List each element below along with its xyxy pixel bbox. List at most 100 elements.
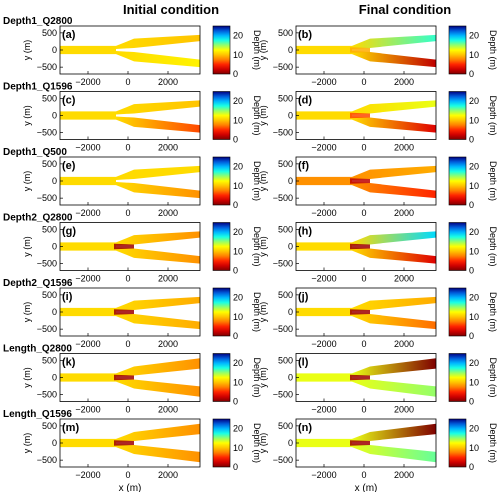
x-tick-label: 0: [125, 274, 130, 284]
x-tick-label: 2000: [394, 143, 414, 153]
colorbar: [212, 25, 231, 75]
row-label: Depth1_Q2800: [3, 16, 73, 27]
colorbar-tick-label: 10: [233, 115, 243, 125]
north-branch: [352, 423, 436, 442]
colorbar-tick-label: 20: [233, 31, 243, 41]
bifurcation-shoal: [350, 309, 370, 315]
x-tick-label: 0: [361, 470, 366, 480]
colorbar-label: Depth (m): [488, 292, 498, 332]
row-label: Depth1_Q500: [3, 147, 67, 158]
x-tick-label: −2000: [311, 339, 336, 349]
y-axis-label: y (m): [22, 236, 32, 257]
y-tick-label: −500: [273, 324, 293, 334]
main-channel: [296, 45, 352, 55]
colorbar: [212, 156, 231, 206]
north-branch: [352, 296, 436, 311]
x-tick-label: 0: [361, 77, 366, 87]
bifurcation-shoal: [350, 440, 370, 446]
south-branch: [116, 182, 200, 199]
colorbar-tick-label: 10: [469, 443, 479, 453]
y-axis-label: y (m): [258, 171, 268, 192]
y-tick-label: 0: [288, 111, 293, 121]
colorbar-tick-label: 20: [469, 31, 479, 41]
x-tick-label: −2000: [75, 274, 100, 284]
colorbar-tick-label: 10: [469, 246, 479, 256]
row-label: Depth2_Q1596: [3, 278, 73, 289]
colorbar-tick-label: 0: [233, 69, 238, 79]
colorbar-tick-label: 20: [233, 293, 243, 303]
colorbar-tick-label: 20: [469, 227, 479, 237]
colorbar: [212, 222, 231, 271]
x-tick-label: −2000: [311, 274, 336, 284]
y-tick-label: −500: [37, 455, 57, 465]
colorbar-label: Depth (m): [252, 357, 262, 397]
panel-letter: (e): [62, 160, 76, 172]
y-axis-label: y (m): [258, 40, 268, 61]
y-tick-label: −500: [273, 390, 293, 400]
y-tick-label: 500: [278, 290, 293, 300]
colorbar-tick-label: 0: [233, 200, 238, 210]
colorbar-tick-label: 10: [469, 377, 479, 387]
x-tick-label: 2000: [158, 405, 178, 415]
y-tick-label: 0: [288, 176, 293, 186]
colorbar: [212, 91, 231, 140]
main-channel: [60, 45, 116, 55]
south-branch: [116, 313, 200, 330]
panel-letter: (b): [298, 29, 312, 41]
y-tick-label: −500: [37, 193, 57, 203]
x-tick-label: 2000: [158, 143, 178, 153]
main-channel: [296, 111, 352, 120]
main-channel: [60, 373, 116, 382]
colorbar-tick-label: 0: [469, 200, 474, 210]
colorbar-tick-label: 0: [469, 135, 474, 145]
y-tick-label: 500: [278, 28, 293, 38]
panel-letter: (n): [298, 422, 312, 434]
colorbar-tick-label: 20: [469, 96, 479, 106]
south-branch: [352, 182, 436, 199]
north-branch: [116, 100, 200, 115]
north-branch: [116, 165, 200, 180]
colorbar-tick-label: 20: [469, 424, 479, 434]
colorbar-tick-label: 0: [233, 331, 238, 341]
colorbar-tick-label: 20: [233, 162, 243, 172]
colorbar-tick-label: 0: [233, 462, 238, 472]
colorbar-tick-label: 0: [469, 266, 474, 276]
y-tick-label: 500: [42, 290, 57, 300]
panel: (e) 500 0 −500 −2000 0 2000 y (m) 20 10 0 Depth (m): [22, 156, 262, 218]
colorbar-tick-label: 10: [233, 312, 243, 322]
colorbar-tick-label: 20: [469, 293, 479, 303]
x-tick-label: −2000: [75, 143, 100, 153]
colorbar-tick-label: 0: [233, 266, 238, 276]
y-tick-label: 0: [52, 111, 57, 121]
x-tick-label: 0: [361, 208, 366, 218]
y-axis-label: y (m): [258, 367, 268, 388]
x-tick-label: 2000: [394, 470, 414, 480]
panel-letter: (h): [298, 226, 312, 238]
main-channel: [60, 438, 116, 448]
y-tick-label: 500: [42, 421, 57, 431]
row-label: Length_Q1596: [3, 409, 72, 420]
north-branch: [352, 100, 436, 115]
panel: (g) 500 0 −500 −2000 0 2000 y (m) 20 10 0 Depth (m): [22, 222, 262, 284]
colorbar-label: Depth (m): [252, 95, 262, 135]
y-tick-label: −500: [37, 390, 57, 400]
panel: (c) 500 0 −500 −2000 0 2000 y (m) 20 10 0 Depth (m): [22, 91, 262, 153]
x-tick-label: 2000: [394, 77, 414, 87]
panel: (h) 500 0 −500 −2000 0 2000 y (m) 20 10 0 Depth (m): [258, 222, 498, 284]
colorbar-label: Depth (m): [488, 226, 498, 266]
colorbar-tick-label: 0: [469, 462, 474, 472]
bifurcation-shoal: [350, 178, 370, 184]
colorbar: [448, 156, 467, 206]
x-tick-label: 2000: [158, 208, 178, 218]
colorbar-tick-label: 10: [233, 246, 243, 256]
row-label: Length_Q2800: [3, 344, 72, 355]
y-tick-label: 500: [278, 224, 293, 234]
panel-letter: (l): [298, 357, 309, 369]
x-tick-label: 2000: [158, 470, 178, 480]
colorbar: [448, 91, 467, 140]
y-tick-label: −500: [273, 259, 293, 269]
main-channel: [296, 307, 352, 317]
panel-letter: (f): [298, 160, 309, 172]
panel-letter: (a): [62, 29, 76, 41]
